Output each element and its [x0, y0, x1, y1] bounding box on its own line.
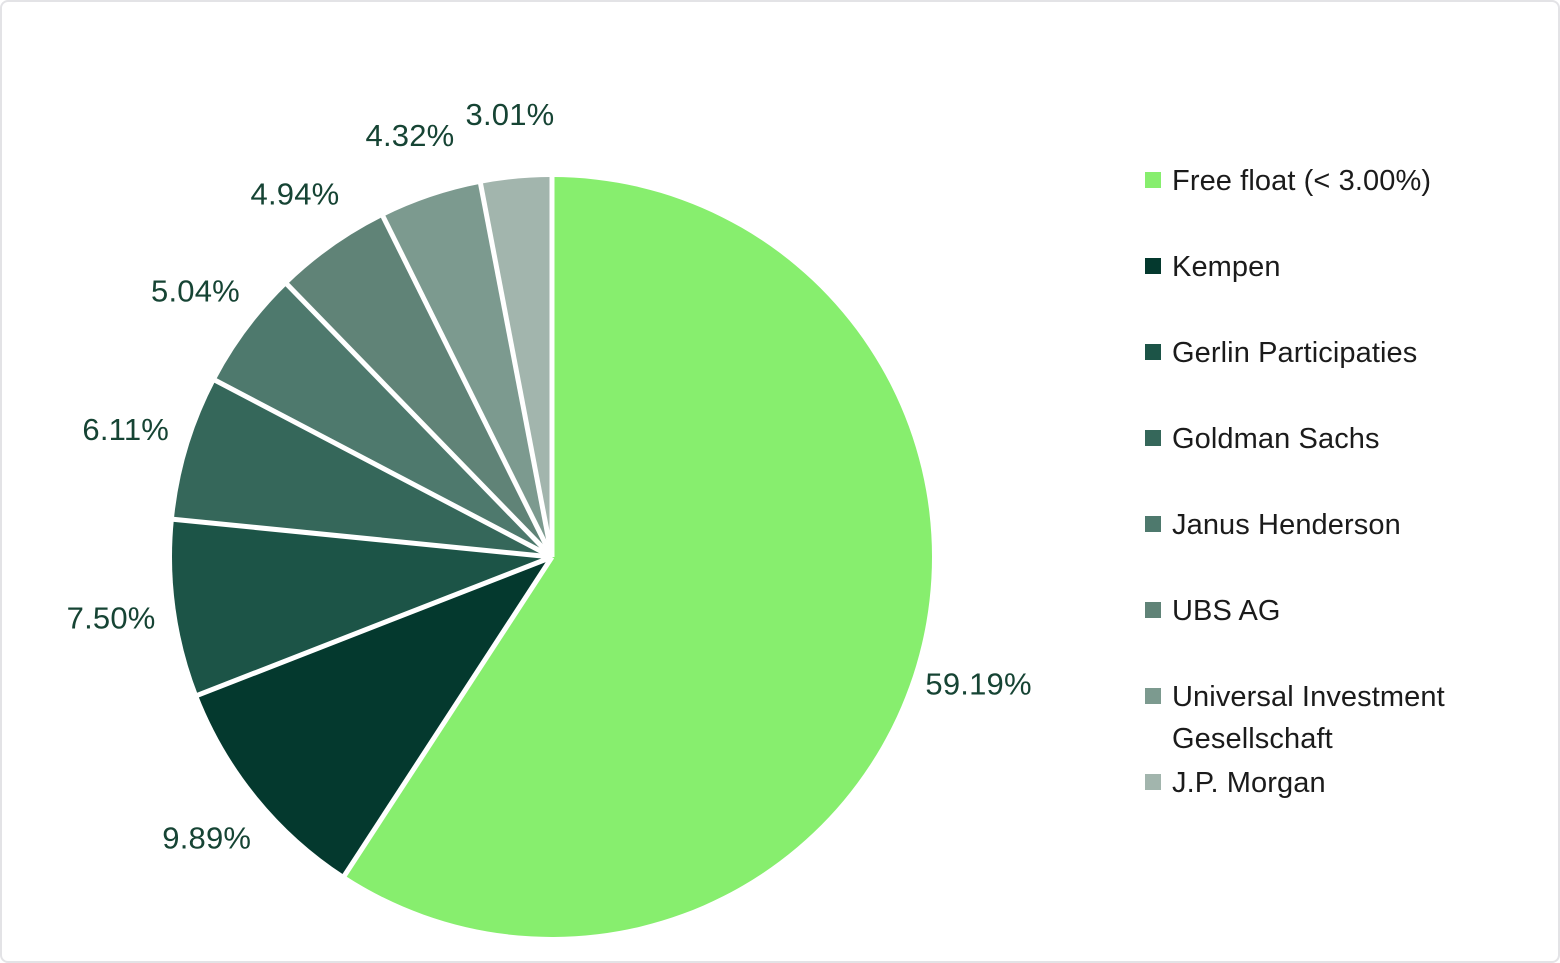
legend-label: Free float (< 3.00%): [1172, 165, 1432, 197]
pie-value-label-janus-henderson: 5.04%: [151, 274, 240, 309]
legend-item-free-float-3-00[interactable]: Free float (< 3.00%): [1145, 160, 1485, 246]
pie-slice-universal-investment-gesellschaft[interactable]: [383, 183, 552, 557]
slice-separator: [172, 516, 553, 560]
pie-slice-free-float-3-00[interactable]: [344, 177, 932, 938]
legend-item-goldman-sachs[interactable]: Goldman Sachs: [1145, 418, 1485, 504]
legend-label: Janus Henderson: [1172, 509, 1401, 541]
pie-value-label-gerlin-participaties: 7.50%: [67, 600, 156, 635]
legend-item-ubs-ag[interactable]: UBS AG: [1145, 590, 1485, 676]
legend-swatch-goldman-sachs: [1145, 430, 1161, 446]
slice-separator: [213, 377, 554, 560]
pie-slice-gerlin-participaties[interactable]: [172, 519, 552, 696]
slice-separator: [284, 281, 554, 559]
legend-swatch-gerlin-participaties: [1145, 344, 1161, 360]
pie-value-label-j-p-morgan: 3.01%: [466, 97, 555, 132]
legend-item-gerlin-participaties[interactable]: Gerlin Participaties: [1145, 332, 1485, 418]
legend-label: Gerlin Participaties: [1172, 337, 1418, 369]
legend-swatch-free-float-3-00: [1145, 172, 1161, 188]
pie-slice-ubs-ag[interactable]: [287, 216, 552, 557]
legend-swatch-kempen: [1145, 258, 1161, 274]
legend-label: Goldman Sachs: [1172, 423, 1380, 455]
legend-swatch-universal-investment-gesellschaft: [1145, 688, 1161, 704]
slice-separator: [380, 214, 555, 559]
pie-value-label-ubs-ag: 4.94%: [251, 177, 340, 212]
legend-item-kempen[interactable]: Kempen: [1145, 246, 1485, 332]
legend-swatch-j-p-morgan: [1145, 774, 1161, 790]
legend-label: J.P. Morgan: [1172, 767, 1326, 799]
legend-swatch-janus-henderson: [1145, 516, 1161, 532]
pie-slice-janus-henderson[interactable]: [215, 284, 553, 557]
pie-chart: 59.19% 9.89% 7.50% 6.11% 5.04% 4.94% 4.32% 3.01…: [2, 2, 1102, 961]
legend-item-janus-henderson[interactable]: Janus Henderson: [1145, 504, 1485, 590]
slice-separator: [341, 555, 555, 878]
pie-value-label-free-float-3-00: 59.19%: [925, 667, 1031, 702]
legend-swatch-ubs-ag: [1145, 602, 1161, 618]
slice-separator: [196, 554, 553, 698]
pie-value-label-goldman-sachs: 6.11%: [82, 412, 169, 447]
legend-label: Universal Investment Gesellschaft: [1172, 681, 1445, 755]
pie-value-label-kempen: 9.89%: [162, 821, 251, 856]
legend-label: UBS AG: [1172, 595, 1281, 627]
legend: Free float (< 3.00%) Kempen Gerlin Partici…: [1145, 160, 1485, 848]
legend-item-j-p-morgan[interactable]: J.P. Morgan: [1145, 762, 1485, 848]
slice-separator: [477, 182, 555, 558]
pie-slice-kempen[interactable]: [197, 557, 552, 876]
legend-item-universal-investment-gesellschaft[interactable]: Universal Investment Gesellschaft: [1145, 676, 1485, 762]
pie-chart-canvas: 59.19% 9.89% 7.50% 6.11% 5.04% 4.94% 4.32% 3.01…: [67, 97, 1032, 938]
pie-value-label-universal-investment-gesellschaft: 4.32%: [366, 118, 455, 153]
pie-slice-goldman-sachs[interactable]: [173, 380, 553, 557]
legend-label: Kempen: [1172, 251, 1281, 283]
